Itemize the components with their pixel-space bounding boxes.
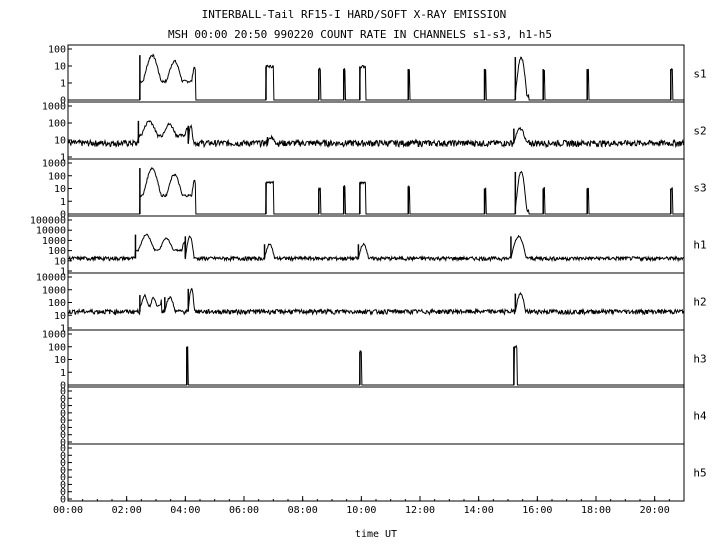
ytick-label-s3-0: 1000 — [42, 159, 66, 170]
ytick-label-h1-1: 10000 — [36, 226, 66, 237]
ytick-label-h5-1: 0 — [60, 451, 66, 462]
ytick-label-h4-0: 0 — [60, 387, 66, 398]
trace-h3 — [68, 344, 684, 386]
ytick-label-s1-2: 1 — [60, 79, 66, 90]
panel-frame-h4 — [67, 386, 685, 445]
ytick-label-h4-2: 0 — [60, 401, 66, 412]
x-axis: 00:00 02:00 04:00 06:00 08:00 10:00 12:00 14:00… — [53, 496, 685, 516]
channel-label-h3: h3 — [693, 353, 706, 366]
chart-title: INTERBALL-Tail RF15-I HARD/SOFT X-RAY EM… — [202, 8, 507, 21]
ytick-label-s1-0: 100 — [48, 45, 66, 56]
channel-label-h2: h2 — [693, 296, 706, 309]
xtick-label-2: 04:00 — [170, 505, 200, 516]
ytick-label-h2-2: 100 — [48, 298, 66, 309]
ytick-label-s1-3: 0 — [60, 96, 66, 107]
ytick-label-h5-7: 0 — [60, 495, 66, 506]
x-axis-label: time UT — [355, 529, 397, 540]
xtick-label-9: 18:00 — [581, 505, 611, 516]
ytick-label-s2-3: 1 — [60, 153, 66, 164]
ytick-label-h2-0: 10000 — [36, 273, 66, 284]
ytick-label-h4-6: 0 — [60, 430, 66, 441]
trace-s3 — [68, 166, 684, 215]
ytick-label-h3-3: 1 — [60, 368, 66, 379]
ytick-label-s2-2: 10 — [54, 136, 66, 147]
ytick-label-h5-5: 0 — [60, 480, 66, 491]
ytick-label-h2-4: 1 — [60, 324, 66, 335]
channel-label-h4: h4 — [693, 410, 707, 423]
ytick-label-h5-4: 0 — [60, 473, 66, 484]
ytick-label-s1-1: 10 — [54, 62, 66, 73]
trace-h2 — [67, 287, 685, 316]
xtick-label-5: 10:00 — [346, 505, 376, 516]
ytick-label-h4-7: 0 — [60, 438, 66, 449]
panel-frame-s3 — [67, 158, 685, 217]
ytick-label-h3-0: 1000 — [42, 330, 66, 341]
xtick-label-8: 16:00 — [522, 505, 552, 516]
ytick-label-h1-3: 100 — [48, 246, 66, 257]
channel-label-h1: h1 — [693, 239, 706, 252]
ytick-label-h5-0: 0 — [60, 444, 66, 455]
ytick-label-s3-4: 0 — [60, 210, 66, 221]
ytick-label-s2-0: 1000 — [42, 102, 66, 113]
channel-label-s2: s2 — [693, 125, 706, 138]
xtick-label-4: 08:00 — [288, 505, 318, 516]
xtick-label-3: 06:00 — [229, 505, 259, 516]
xtick-label-0: 00:00 — [53, 505, 83, 516]
panel-frame-s1 — [67, 44, 685, 103]
ytick-label-h4-4: 0 — [60, 416, 66, 427]
ytick-label-h3-4: 0 — [60, 381, 66, 392]
ytick-label-h4-1: 0 — [60, 394, 66, 405]
panel-frame-h2 — [67, 272, 685, 331]
ytick-label-h1-5: 1 — [60, 267, 66, 278]
xtick-label-10: 20:00 — [640, 505, 670, 516]
ytick-label-s3-2: 10 — [54, 184, 66, 195]
ytick-label-h5-2: 0 — [60, 458, 66, 469]
ytick-label-s3-1: 100 — [48, 171, 66, 182]
ytick-label-s3-3: 1 — [60, 197, 66, 208]
panel-frame-h1 — [67, 215, 685, 274]
chart-subtitle: MSH 00:00 20:50 990220 COUNT RATE IN CHA… — [168, 28, 552, 41]
ytick-label-h1-2: 1000 — [42, 236, 66, 247]
ytick-label-h5-3: 0 — [60, 465, 66, 476]
xtick-label-6: 12:00 — [405, 505, 435, 516]
trace-h1 — [67, 233, 685, 263]
panel-s2: 1000 100 10 1 s2 — [42, 101, 707, 164]
ytick-label-s2-1: 100 — [48, 119, 66, 130]
ytick-label-h2-3: 10 — [54, 311, 66, 322]
trace-s2 — [67, 120, 685, 149]
ytick-label-h1-4: 10 — [54, 256, 66, 267]
channel-label-h5: h5 — [693, 467, 706, 480]
ytick-label-h1-0: 100000 — [30, 216, 66, 227]
xtick-label-1: 02:00 — [112, 505, 142, 516]
ytick-label-h2-1: 1000 — [42, 285, 66, 296]
ytick-label-h4-3: 0 — [60, 408, 66, 419]
panels-group: 1001010s11000100101s210001001010s3100000… — [30, 44, 707, 506]
channel-label-s1: s1 — [693, 68, 706, 81]
ytick-label-h3-1: 100 — [48, 342, 66, 353]
channel-label-s3: s3 — [693, 182, 706, 195]
panel-frame-h3 — [67, 329, 685, 388]
ytick-label-h5-6: 0 — [60, 487, 66, 498]
ytick-label-h3-2: 10 — [54, 355, 66, 366]
xtick-label-7: 14:00 — [464, 505, 494, 516]
ytick-label-h4-5: 0 — [60, 423, 66, 434]
panel-frame-s2 — [67, 101, 685, 160]
trace-s1 — [68, 53, 684, 101]
panel-frame-h5 — [67, 443, 685, 502]
